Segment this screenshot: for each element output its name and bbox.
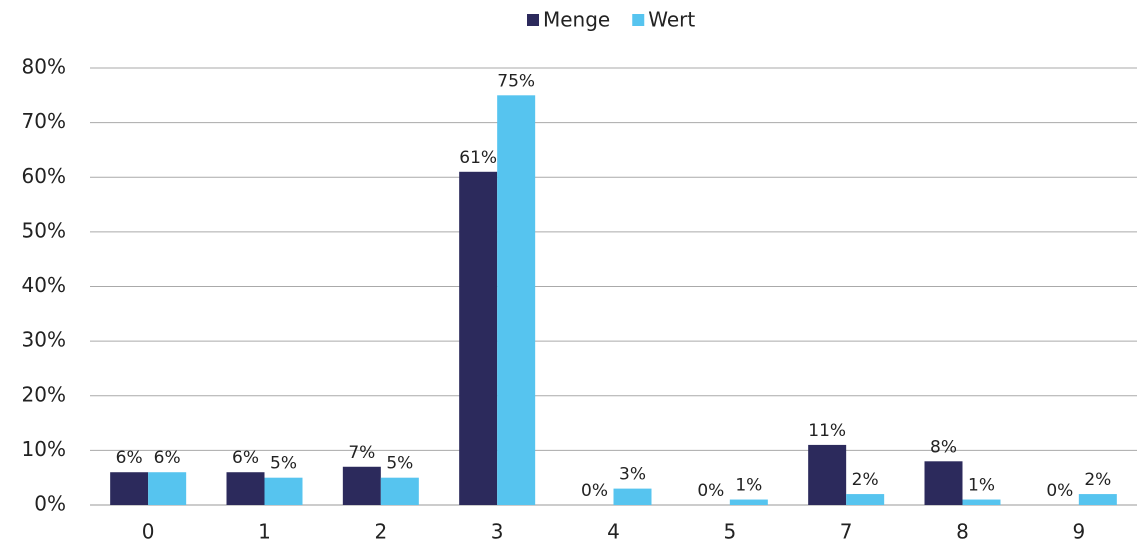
- bar: [613, 488, 652, 505]
- y-tick-label: 50%: [22, 218, 66, 242]
- value-label: 75%: [497, 71, 535, 91]
- legend-label: Menge: [543, 8, 610, 32]
- value-label: 1%: [968, 476, 995, 496]
- y-tick-label: 80%: [22, 55, 66, 79]
- bar: [380, 477, 419, 505]
- legend-swatch: [527, 14, 539, 26]
- bar: [729, 499, 768, 505]
- x-tick-label: 1: [258, 520, 271, 544]
- bar: [1078, 494, 1117, 505]
- x-tick-label: 2: [374, 520, 387, 544]
- y-tick-label: 30%: [22, 328, 66, 352]
- y-tick-label: 60%: [22, 164, 66, 188]
- y-tick-label: 70%: [22, 109, 66, 133]
- value-label: 5%: [270, 454, 297, 474]
- bar: [342, 466, 381, 505]
- y-tick-label: 0%: [34, 492, 66, 516]
- value-label: 6%: [116, 448, 143, 468]
- value-label: 8%: [930, 437, 957, 457]
- x-tick-label: 7: [840, 520, 853, 544]
- x-tick-label: 3: [491, 520, 504, 544]
- value-label: 0%: [697, 481, 724, 501]
- value-label: 6%: [232, 448, 259, 468]
- x-tick-label: 8: [956, 520, 969, 544]
- value-label: 7%: [348, 443, 375, 463]
- y-tick-label: 10%: [22, 437, 66, 461]
- bar: [846, 494, 885, 505]
- value-label: 2%: [852, 470, 879, 490]
- y-tick-label: 40%: [22, 273, 66, 297]
- value-label: 2%: [1084, 470, 1111, 490]
- bar: [962, 499, 1001, 505]
- bar: [226, 472, 265, 505]
- x-tick-label: 0: [142, 520, 155, 544]
- bar: [924, 461, 963, 505]
- x-tick-label: 9: [1072, 520, 1085, 544]
- x-tick-label: 4: [607, 520, 620, 544]
- bar: [459, 171, 498, 505]
- value-label: 11%: [808, 421, 846, 441]
- legend-swatch: [632, 14, 645, 26]
- value-label: 6%: [154, 448, 181, 468]
- y-tick-label: 20%: [22, 382, 66, 406]
- value-label: 61%: [459, 148, 497, 168]
- value-label: 1%: [735, 476, 762, 496]
- bar: [264, 477, 303, 505]
- bar: [110, 472, 149, 505]
- bar: [497, 95, 536, 505]
- value-label: 3%: [619, 465, 646, 485]
- bar: [808, 444, 847, 505]
- value-label: 5%: [386, 454, 413, 474]
- value-label: 0%: [581, 481, 608, 501]
- x-tick-label: 5: [723, 520, 736, 544]
- value-label: 0%: [1046, 481, 1073, 501]
- bar: [148, 472, 187, 505]
- legend-label: Wert: [648, 8, 695, 32]
